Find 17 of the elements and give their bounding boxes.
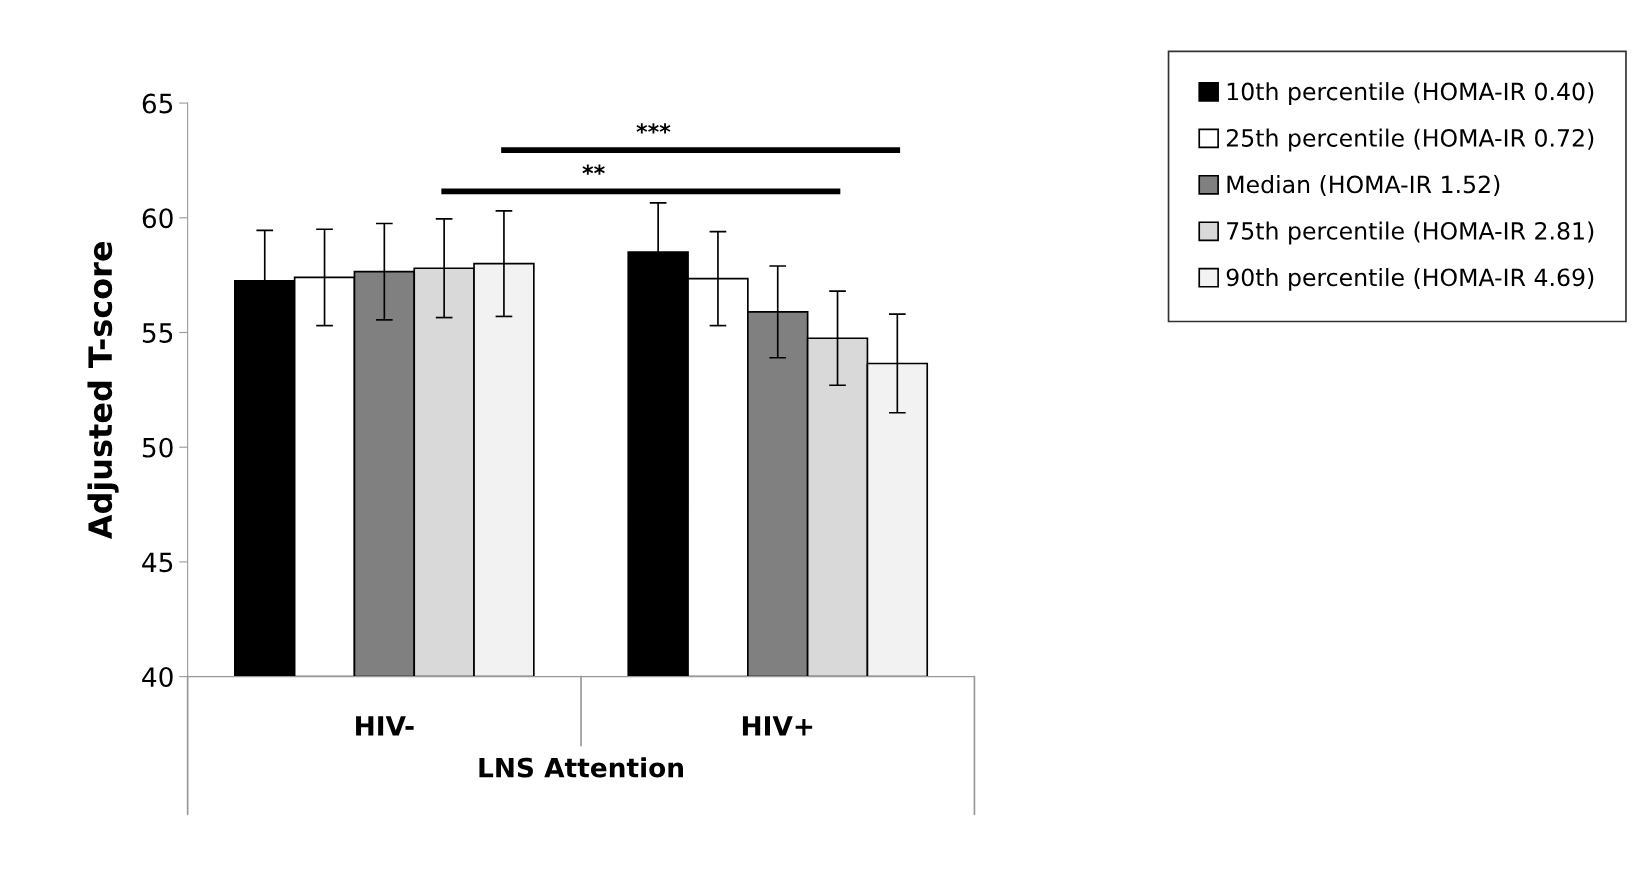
annotation: **	[582, 164, 605, 175]
legend-label: 75th percentile (HOMA-IR 2.81)	[1227, 221, 1594, 245]
y-tick-label: 40	[142, 667, 173, 688]
legend-label: 90th percentile (HOMA-IR 4.69)	[1226, 267, 1594, 291]
y-axis-title: Adjusted T-score	[87, 241, 119, 540]
x-tick-label: HIV-	[356, 716, 414, 736]
y-tick-label: 50	[142, 437, 173, 458]
legend-label: Median (HOMA-IR 1.52)	[1227, 175, 1500, 197]
y-tick-label: 65	[142, 93, 173, 114]
x-tick-label: HIV+	[742, 716, 813, 736]
annotation: ***	[636, 123, 671, 134]
legend-label: 25th percentile (HOMA-IR 0.72)	[1226, 128, 1594, 152]
y-tick-label: 45	[142, 552, 173, 573]
legend-label: 10th percentile (HOMA-IR 0.40)	[1227, 82, 1594, 105]
y-tick-label: 55	[142, 323, 173, 343]
y-tick-label: 60	[142, 208, 173, 229]
x-axis-title: LNS Attention	[479, 757, 683, 778]
